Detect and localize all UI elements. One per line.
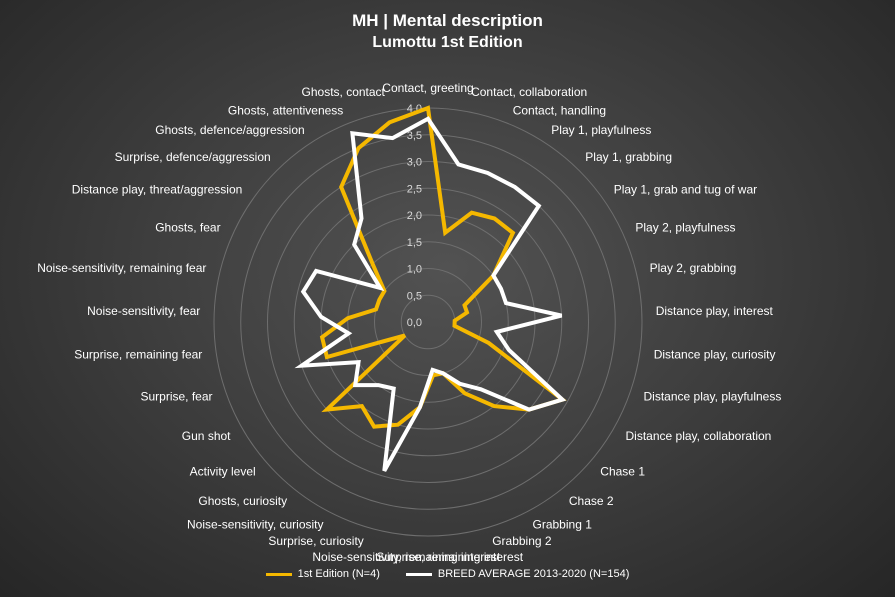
tick-label: 3,5 <box>407 130 422 142</box>
legend-item-series-1[interactable]: 1st Edition (N=4) <box>265 568 380 580</box>
category-label: Ghosts, defence/aggression <box>155 123 304 137</box>
legend-label-series-1: 1st Edition (N=4) <box>297 568 380 580</box>
category-label: Play 2, grabbing <box>650 261 737 275</box>
tick-label: 0,0 <box>407 317 422 329</box>
gridline-ring <box>240 134 616 510</box>
category-label: Ghosts, fear <box>155 220 220 234</box>
series-line-1 <box>319 105 567 429</box>
category-label: Activity level <box>190 464 256 478</box>
gridline-ring <box>293 187 563 457</box>
gridline-ring <box>347 241 509 403</box>
tick-label: 2,5 <box>407 183 422 195</box>
tick-label: 1,0 <box>407 264 422 276</box>
gridline-ring <box>267 161 589 483</box>
category-label: Surprise, defence/aggression <box>115 150 271 164</box>
category-label: Distance play, threat/aggression <box>72 183 243 197</box>
category-label: Chase 1 <box>600 464 645 478</box>
category-label: Distance play, playfulness <box>644 390 782 404</box>
legend-swatch-series-1 <box>265 572 292 576</box>
tick-label: 2,0 <box>407 210 422 222</box>
tick-label: 0,5 <box>407 290 422 302</box>
gridline-ring <box>374 268 482 376</box>
category-label: Gun shot <box>182 429 231 443</box>
legend: 1st Edition (N=4) BREED AVERAGE 2013-202… <box>0 568 895 580</box>
chart-subtitle: Lumottu 1st Edition <box>372 34 523 51</box>
category-label: Noise-sensitivity, remaining fear <box>37 261 206 275</box>
category-label: Ghosts, attentiveness <box>228 103 343 117</box>
gridline-ring <box>213 107 643 537</box>
category-label: Play 2, playfulness <box>635 220 735 234</box>
legend-label-series-2: BREED AVERAGE 2013-2020 (N=154) <box>437 568 630 580</box>
category-label: Surprise, remaining fear <box>74 347 202 361</box>
category-label: Surprise, remaining interest <box>376 550 523 564</box>
category-label: Ghosts, contact <box>302 85 386 99</box>
series-line-2 <box>294 116 567 472</box>
tick-label: 3,0 <box>407 157 422 169</box>
category-label: Play 1, playfulness <box>551 123 651 137</box>
title-block: MH | Mental description Lumottu 1st Edit… <box>0 10 895 54</box>
category-label: Contact, handling <box>513 103 606 117</box>
category-label: Grabbing 1 <box>533 518 593 532</box>
chart-title: MH | Mental description <box>352 11 543 30</box>
category-label: Distance play, interest <box>656 304 774 318</box>
tick-label: 1,5 <box>407 237 422 249</box>
category-label: Grabbing 2 <box>492 534 552 548</box>
category-label: Surprise, fear <box>140 390 212 404</box>
category-label: Play 1, grab and tug of war <box>614 183 757 197</box>
category-label: Play 1, grabbing <box>585 150 672 164</box>
category-label: Distance play, curiosity <box>654 347 776 361</box>
category-label: Contact, greeting <box>382 81 473 95</box>
legend-item-series-2[interactable]: BREED AVERAGE 2013-2020 (N=154) <box>405 568 630 580</box>
category-label: Noise-sensitivity, remaining interest <box>312 550 501 564</box>
category-label: Distance play, collaboration <box>626 429 772 443</box>
category-label: Surprise, curiosity <box>268 534 363 548</box>
category-label: Noise-sensitivity, curiosity <box>187 518 323 532</box>
category-label: Chase 2 <box>569 494 614 508</box>
category-label: Ghosts, curiosity <box>198 494 287 508</box>
category-label: Noise-sensitivity, fear <box>87 304 200 318</box>
legend-swatch-series-2 <box>405 572 432 576</box>
category-label: Contact, collaboration <box>471 85 587 99</box>
